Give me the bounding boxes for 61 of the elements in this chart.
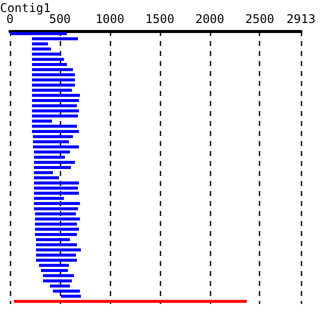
- bar: [32, 48, 51, 51]
- bar: [32, 135, 73, 138]
- bar: [60, 294, 81, 298]
- bar: [34, 232, 77, 236]
- x-tick-label: 500: [49, 12, 71, 26]
- bar: [42, 279, 72, 282]
- bar: [32, 68, 73, 72]
- bar: [32, 88, 72, 92]
- chart-title: Contig1: [0, 1, 51, 15]
- bar: [34, 218, 80, 221]
- bar: [32, 99, 79, 102]
- bar: [32, 130, 79, 133]
- bar: [32, 84, 75, 87]
- bar: [34, 176, 59, 180]
- bar: [32, 140, 69, 144]
- bar: [32, 78, 75, 82]
- bar: [34, 202, 80, 206]
- x-tick-label: 2913: [286, 12, 316, 26]
- bar: [34, 160, 75, 164]
- bar: [42, 274, 74, 278]
- bar: [32, 120, 52, 123]
- bar: [52, 290, 80, 293]
- bar: [32, 62, 67, 66]
- bar: [40, 269, 68, 272]
- bar: [34, 166, 71, 169]
- bar: [34, 186, 78, 190]
- bar: [34, 181, 79, 184]
- bar: [10, 32, 67, 36]
- bar: [34, 222, 77, 226]
- bar: [32, 124, 77, 128]
- bar: [32, 145, 79, 148]
- bar: [36, 238, 70, 242]
- bar: [32, 73, 75, 76]
- bar: [50, 284, 70, 288]
- bar: [34, 196, 64, 200]
- x-tick-label: 2500: [245, 12, 274, 26]
- bar: [38, 264, 69, 267]
- bar: [34, 228, 79, 231]
- bar: [36, 258, 77, 262]
- bar: [32, 52, 61, 56]
- bar: [32, 58, 64, 61]
- bar: [36, 248, 81, 252]
- bar: [34, 207, 78, 210]
- bar: [34, 150, 70, 154]
- bar: [34, 212, 76, 216]
- bar: [32, 94, 80, 97]
- bar: [34, 171, 53, 174]
- x-tick-label: 2000: [195, 12, 224, 26]
- bar: [36, 243, 77, 246]
- bar: [36, 254, 76, 257]
- bar: [32, 42, 48, 46]
- bar: [32, 104, 77, 108]
- bar: [32, 37, 78, 40]
- x-tick-label: 1500: [145, 12, 174, 26]
- x-tick-label: 1000: [95, 12, 124, 26]
- bar: [34, 156, 65, 159]
- bar: [34, 192, 79, 195]
- bar: [14, 300, 247, 303]
- bar: [32, 114, 78, 118]
- bar: [32, 109, 79, 112]
- x-tick-label: 0: [6, 12, 14, 26]
